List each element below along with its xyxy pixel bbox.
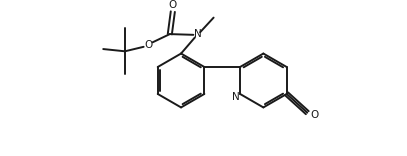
Text: O: O [310, 110, 318, 119]
Text: O: O [168, 0, 177, 10]
Text: N: N [232, 92, 239, 102]
Text: N: N [194, 29, 201, 39]
Text: O: O [144, 40, 152, 50]
